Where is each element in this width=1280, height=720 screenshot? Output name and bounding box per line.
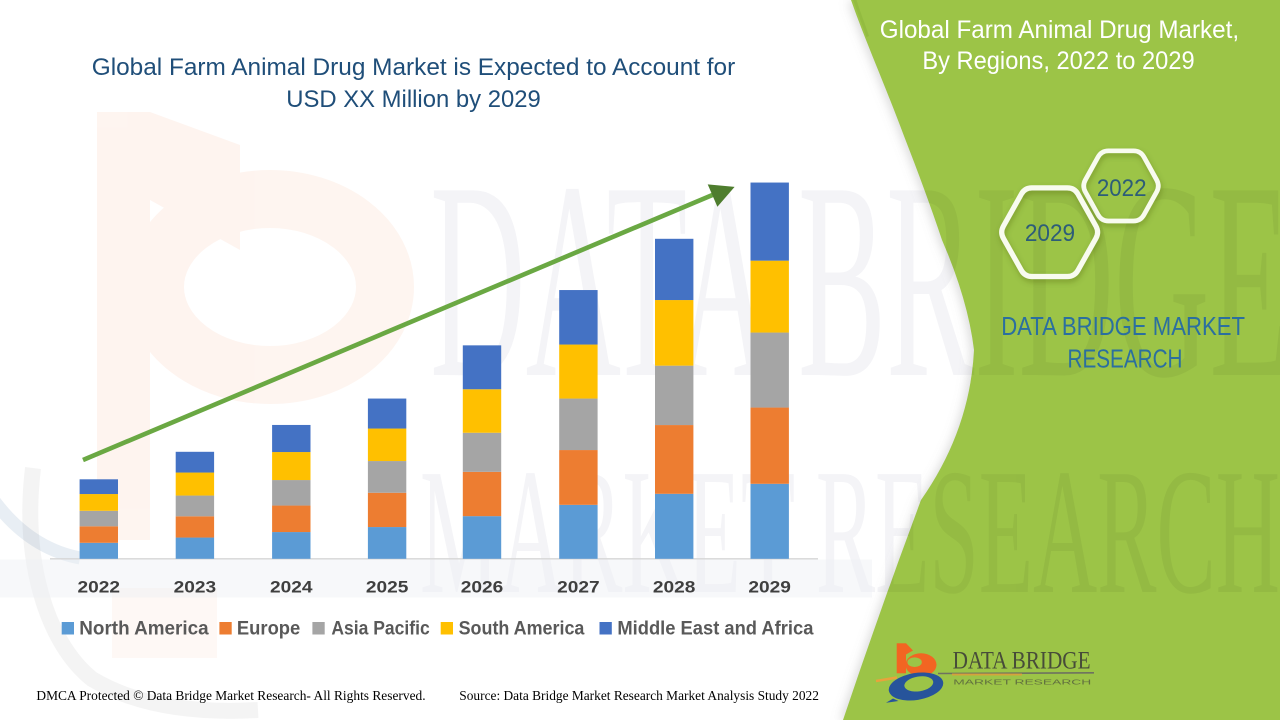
svg-text:2024: 2024 (270, 578, 313, 597)
svg-text:2026: 2026 (461, 578, 504, 597)
svg-text:Europe: Europe (237, 618, 301, 640)
svg-text:RESEARCH: RESEARCH (1068, 344, 1183, 374)
svg-text:By Regions, 2022 to 2029: By Regions, 2022 to 2029 (922, 47, 1194, 75)
svg-text:Global Farm Animal Drug Market: Global Farm Animal Drug Market is Expect… (92, 54, 736, 81)
svg-text:Asia Pacific: Asia Pacific (331, 618, 429, 640)
svg-text:North America: North America (79, 618, 208, 640)
svg-text:2028: 2028 (653, 578, 696, 597)
svg-text:2022: 2022 (78, 578, 121, 597)
svg-text:2029: 2029 (748, 578, 791, 597)
svg-text:2023: 2023 (174, 578, 217, 597)
svg-text:DMCA Protected © Data Bridge M: DMCA Protected © Data Bridge Market Rese… (36, 689, 425, 704)
svg-text:Source: Data Bridge Market Res: Source: Data Bridge Market Research Mark… (459, 689, 819, 704)
svg-text:South America: South America (459, 618, 585, 640)
svg-text:2022: 2022 (1097, 175, 1147, 202)
svg-text:2029: 2029 (1025, 220, 1075, 247)
svg-text:DATA BRIDGE MARKET: DATA BRIDGE MARKET (1001, 311, 1245, 341)
svg-text:MARKET RESEARCH: MARKET RESEARCH (953, 677, 1091, 686)
svg-text:USD XX Million by 2029: USD XX Million by 2029 (286, 86, 541, 113)
svg-text:Middle East and Africa: Middle East and Africa (617, 618, 813, 640)
svg-text:DATA BRIDGE: DATA BRIDGE (953, 646, 1091, 675)
svg-text:2025: 2025 (366, 578, 409, 597)
svg-text:2027: 2027 (557, 578, 600, 597)
svg-text:Global Farm Animal Drug Market: Global Farm Animal Drug Market, (880, 16, 1239, 44)
